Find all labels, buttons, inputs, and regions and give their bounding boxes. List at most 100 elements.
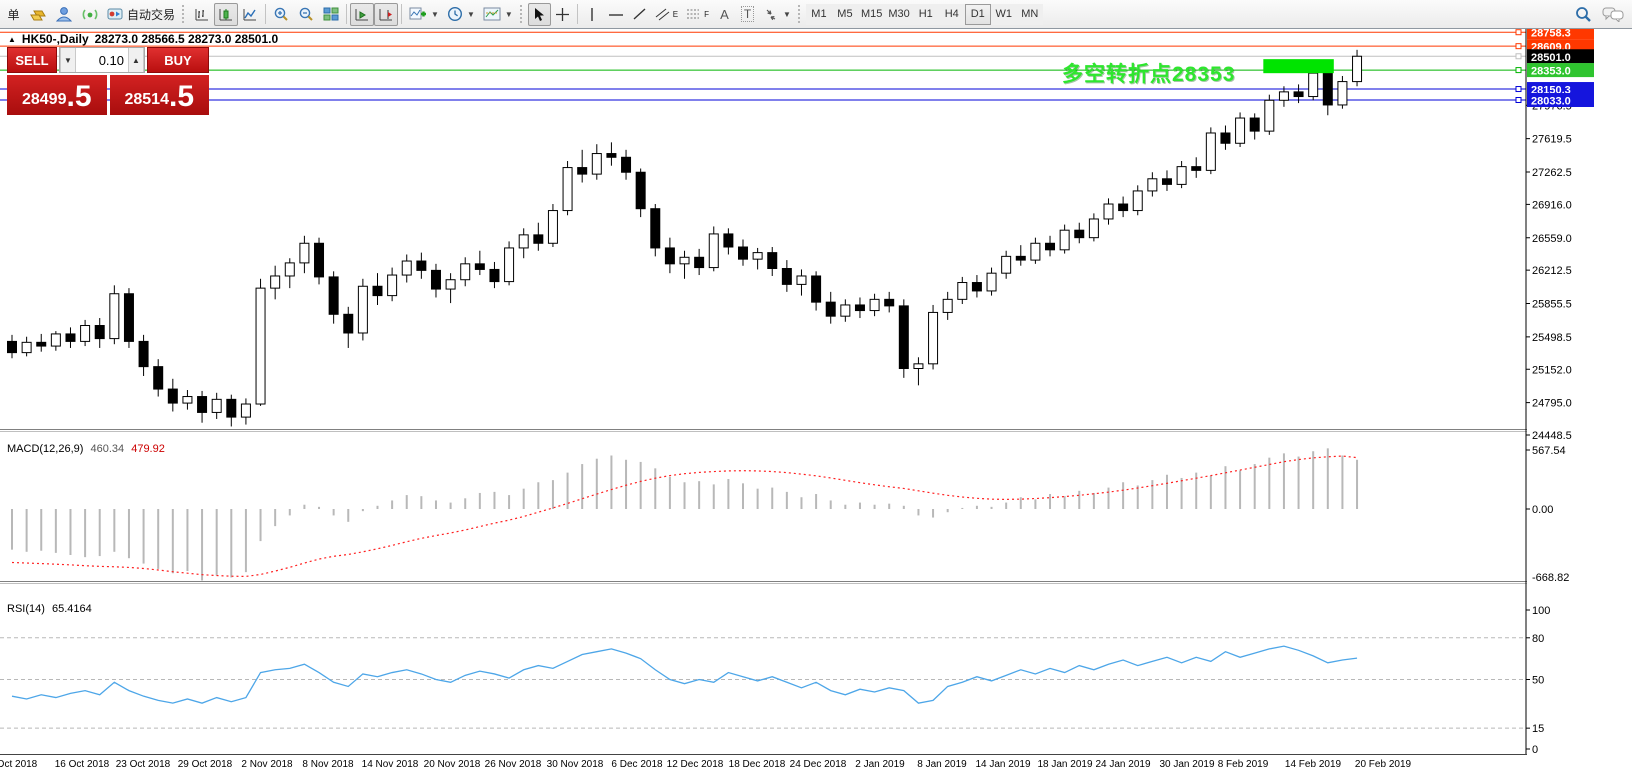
date-label: 30 Nov 2018 <box>547 759 604 770</box>
candle-body <box>884 298 895 307</box>
candle-body <box>416 260 427 271</box>
rsi-tick-label: 80 <box>1532 633 1544 645</box>
rsi-value: 65.4164 <box>51 603 92 615</box>
candle-body <box>825 301 836 317</box>
periods-button[interactable]: ▼ <box>443 3 479 26</box>
text-tool[interactable]: A <box>713 3 736 26</box>
zoom-out-button[interactable] <box>294 3 319 26</box>
timeframe-m15[interactable]: M15 <box>857 3 886 25</box>
date-label: 30 Jan 2019 <box>1159 759 1214 770</box>
candle-body <box>1264 99 1275 132</box>
auto-scroll-button[interactable] <box>350 2 375 26</box>
timeframe-m1[interactable]: M1 <box>805 3 832 25</box>
deposit-icon-button[interactable] <box>25 3 51 26</box>
rsi-tick-label: 50 <box>1532 675 1544 687</box>
timeframe-m30[interactable]: M30 <box>885 3 913 25</box>
timeframe-d1[interactable]: D1 <box>964 3 991 25</box>
candle-body <box>226 398 237 418</box>
chart-background <box>0 29 1632 774</box>
volume-input[interactable] <box>76 48 128 72</box>
line-chart-icon <box>243 8 257 20</box>
candle-body <box>928 311 939 365</box>
timeframe-h4[interactable]: H4 <box>938 3 965 25</box>
templates-button[interactable]: ▼ <box>479 3 517 26</box>
line-endpoint-marker <box>1515 43 1522 50</box>
candle-body <box>474 263 485 270</box>
price-axis-background <box>1527 29 1632 755</box>
add-indicator-button[interactable]: ▼ <box>405 3 443 26</box>
candle-body <box>796 275 807 285</box>
macd-max-label: 567.54 <box>1532 445 1566 457</box>
chart-shift-button[interactable] <box>374 2 399 26</box>
timeframe-h1[interactable]: H1 <box>912 3 939 25</box>
horizontal-line-tool[interactable] <box>604 3 628 26</box>
volume-increase-button[interactable]: ▲ <box>128 48 144 72</box>
candle-body <box>167 388 178 404</box>
macd-name: MACD(12,26,9) <box>7 443 84 455</box>
candle-body <box>957 282 968 300</box>
new-order-button[interactable]: 单 <box>2 3 25 26</box>
sell-price[interactable]: 28499.5 <box>7 75 107 115</box>
sell-button[interactable]: SELL <box>7 47 57 73</box>
arrows-tool[interactable]: ▼ <box>759 3 795 26</box>
candlestick-chart-button[interactable] <box>214 2 239 26</box>
volume-decrease-button[interactable]: ▼ <box>60 48 76 72</box>
bar-chart-button[interactable] <box>190 3 214 26</box>
date-label: 20 Nov 2018 <box>424 759 481 770</box>
price-tag <box>1527 82 1594 97</box>
autotrading-icon <box>107 7 124 21</box>
candle-body <box>913 363 924 370</box>
date-label: 29 Oct 2018 <box>178 759 233 770</box>
tile-windows-button[interactable] <box>319 3 343 26</box>
search-icon[interactable] <box>1574 6 1592 23</box>
fibonacci-tool[interactable]: F <box>682 3 713 26</box>
candle-body <box>811 275 822 303</box>
highlight-rectangle <box>1263 59 1334 74</box>
trendline-tool[interactable] <box>628 3 651 26</box>
rsi-line <box>11 645 1358 704</box>
candle-body <box>591 153 602 175</box>
buy-button[interactable]: BUY <box>147 47 209 73</box>
annotation-text[interactable]: 多空转折点28353 <box>1062 63 1236 86</box>
line-endpoint-marker <box>1515 86 1522 93</box>
line-chart-button[interactable] <box>238 3 262 26</box>
macd-signal-value: 479.92 <box>131 443 165 455</box>
candle-body <box>123 293 134 342</box>
autotrading-button[interactable]: 自动交易 <box>103 3 179 26</box>
date-label: 16 Oct 2018 <box>55 759 110 770</box>
label-tool-letter: T <box>740 6 755 22</box>
arrows-icon <box>766 9 776 20</box>
vertical-line-icon <box>591 7 593 21</box>
tile-windows-icon <box>323 7 339 21</box>
candle-body <box>80 325 91 342</box>
price-tag-label: 28353.0 <box>1531 66 1571 78</box>
rsi-tick-label: 15 <box>1532 723 1544 735</box>
price-tick-label: 24795.0 <box>1532 398 1572 410</box>
candle-body <box>1015 255 1026 261</box>
candle-body <box>21 341 32 354</box>
line-endpoint-marker <box>1515 29 1522 36</box>
candle-body <box>1001 255 1012 274</box>
date-label: 8 Feb 2019 <box>1218 759 1269 770</box>
text-label-tool[interactable]: T <box>736 3 759 26</box>
community-button[interactable] <box>51 3 77 26</box>
buy-price[interactable]: 28514.5 <box>109 75 209 115</box>
timeframe-m5[interactable]: M5 <box>831 3 858 25</box>
price-tick-label: 27619.5 <box>1532 134 1572 146</box>
toolbar-separator <box>346 4 348 24</box>
chat-icon[interactable] <box>1602 6 1624 22</box>
timeframe-w1[interactable]: W1 <box>990 3 1017 25</box>
toolbar-grip <box>182 5 187 23</box>
zoom-in-button[interactable] <box>269 3 294 26</box>
cursor-button[interactable] <box>527 2 551 26</box>
cursor-icon <box>535 7 545 21</box>
timeframe-mn[interactable]: MN <box>1016 3 1043 25</box>
equidistant-channel-tool[interactable]: E <box>651 3 682 26</box>
crosshair-button[interactable] <box>551 3 574 26</box>
vertical-line-tool[interactable] <box>581 3 604 26</box>
date-label: 20 Feb 2019 <box>1355 759 1412 770</box>
candle-body <box>562 167 573 212</box>
signals-button[interactable] <box>77 3 103 26</box>
dropdown-caret-icon: ▼ <box>431 9 439 19</box>
